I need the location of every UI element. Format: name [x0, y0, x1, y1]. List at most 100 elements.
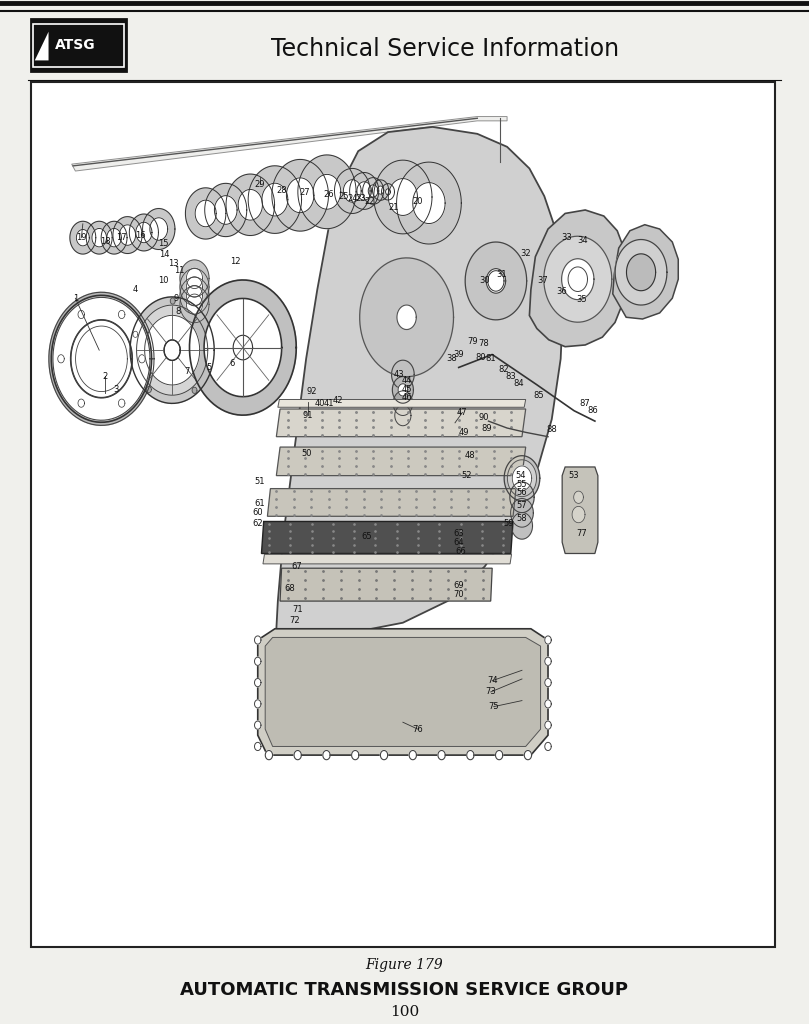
Polygon shape: [438, 751, 445, 760]
Polygon shape: [207, 333, 212, 339]
Text: 37: 37: [537, 276, 549, 286]
Polygon shape: [255, 699, 261, 708]
Text: 82: 82: [498, 365, 509, 374]
Text: 32: 32: [520, 249, 531, 258]
Text: 57: 57: [517, 502, 527, 510]
Polygon shape: [544, 742, 551, 751]
Polygon shape: [360, 258, 454, 377]
Polygon shape: [180, 278, 209, 314]
Polygon shape: [562, 467, 598, 554]
Polygon shape: [186, 286, 202, 306]
Text: 41: 41: [324, 399, 333, 409]
Polygon shape: [195, 200, 216, 226]
FancyBboxPatch shape: [31, 19, 126, 71]
Polygon shape: [568, 267, 587, 292]
Polygon shape: [226, 174, 274, 236]
Polygon shape: [544, 636, 551, 644]
Polygon shape: [572, 507, 585, 522]
Polygon shape: [262, 183, 288, 216]
Polygon shape: [626, 254, 655, 291]
Polygon shape: [386, 188, 391, 195]
Text: 47: 47: [457, 408, 468, 417]
Polygon shape: [78, 399, 84, 408]
Polygon shape: [180, 286, 209, 323]
Text: 3: 3: [113, 385, 119, 393]
Polygon shape: [107, 228, 121, 247]
Text: 69: 69: [453, 581, 464, 590]
Polygon shape: [615, 240, 667, 305]
Polygon shape: [129, 214, 159, 251]
Text: 67: 67: [292, 562, 303, 571]
Polygon shape: [395, 406, 411, 426]
Polygon shape: [164, 340, 180, 360]
Text: 74: 74: [487, 676, 498, 685]
Polygon shape: [507, 460, 536, 497]
Text: 61: 61: [255, 499, 265, 508]
Text: 54: 54: [515, 471, 526, 480]
Polygon shape: [138, 354, 145, 362]
Polygon shape: [488, 270, 504, 291]
Polygon shape: [189, 280, 296, 415]
Text: 64: 64: [453, 538, 464, 547]
Text: 48: 48: [464, 452, 475, 460]
Text: 19: 19: [76, 233, 87, 242]
Text: 79: 79: [468, 337, 478, 346]
Text: 78: 78: [478, 339, 489, 348]
Text: 66: 66: [455, 547, 466, 556]
Polygon shape: [574, 492, 583, 504]
Polygon shape: [238, 189, 262, 220]
Text: 24: 24: [347, 195, 358, 203]
Polygon shape: [377, 186, 383, 195]
Polygon shape: [561, 259, 594, 300]
Polygon shape: [70, 319, 132, 397]
Polygon shape: [612, 224, 678, 319]
Polygon shape: [186, 276, 202, 297]
Text: 84: 84: [514, 379, 524, 387]
Polygon shape: [380, 751, 388, 760]
Polygon shape: [544, 657, 551, 666]
Polygon shape: [113, 217, 142, 254]
Text: 21: 21: [388, 203, 399, 212]
Text: 92: 92: [307, 387, 317, 396]
Polygon shape: [277, 127, 563, 634]
Text: 53: 53: [569, 471, 579, 480]
Polygon shape: [374, 160, 432, 233]
Polygon shape: [118, 399, 125, 408]
Text: 31: 31: [496, 269, 506, 279]
Text: 13: 13: [168, 259, 179, 268]
Polygon shape: [93, 348, 109, 369]
Polygon shape: [87, 221, 112, 254]
Text: 39: 39: [453, 350, 464, 359]
Polygon shape: [334, 168, 370, 213]
Text: 35: 35: [576, 296, 587, 304]
Polygon shape: [164, 340, 180, 360]
Text: 2: 2: [103, 372, 108, 381]
Text: 60: 60: [252, 508, 263, 517]
Polygon shape: [35, 32, 49, 60]
Polygon shape: [57, 354, 64, 362]
Polygon shape: [544, 679, 551, 687]
Polygon shape: [92, 228, 107, 247]
Polygon shape: [192, 387, 197, 393]
Text: 40: 40: [314, 399, 324, 409]
Text: 90: 90: [478, 413, 489, 422]
Polygon shape: [180, 268, 209, 305]
Polygon shape: [362, 177, 383, 204]
Text: 33: 33: [561, 233, 572, 242]
Polygon shape: [313, 174, 341, 209]
Polygon shape: [186, 268, 202, 289]
Text: 20: 20: [413, 197, 423, 206]
Text: 45: 45: [401, 385, 412, 393]
Text: 76: 76: [413, 725, 423, 733]
Text: 34: 34: [578, 236, 588, 245]
Polygon shape: [118, 310, 125, 318]
Text: 10: 10: [158, 276, 168, 286]
Polygon shape: [544, 237, 612, 323]
Polygon shape: [51, 295, 151, 422]
Text: 18: 18: [100, 238, 111, 247]
Polygon shape: [511, 512, 532, 539]
Polygon shape: [101, 221, 127, 254]
Polygon shape: [372, 180, 388, 201]
Polygon shape: [145, 315, 200, 385]
Polygon shape: [294, 751, 301, 760]
